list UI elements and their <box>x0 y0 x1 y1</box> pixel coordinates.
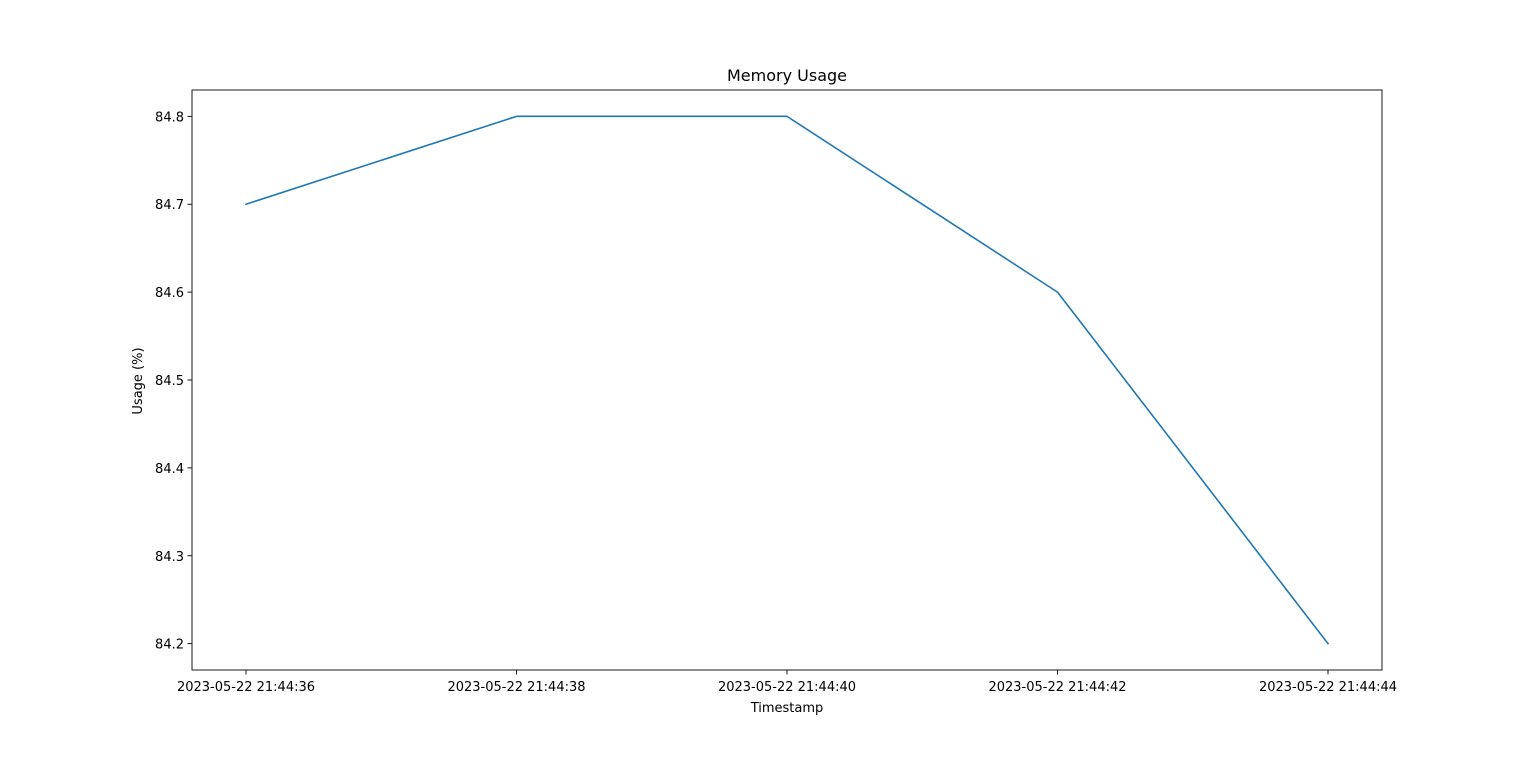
y-tick-label-5: 84.7 <box>155 198 184 213</box>
x-axis-label: Timestamp <box>750 701 824 716</box>
x-tick-label-1: 2023-05-22 21:44:38 <box>447 680 585 695</box>
x-tick-label-2: 2023-05-22 21:44:40 <box>718 680 856 695</box>
y-axis-label: Usage (%) <box>131 347 146 414</box>
x-tick-label-0: 2023-05-22 21:44:36 <box>177 680 315 695</box>
y-tick-label-0: 84.2 <box>155 638 184 653</box>
chart-title: Memory Usage <box>727 66 847 85</box>
y-tick-label-1: 84.3 <box>155 550 184 565</box>
x-tick-label-3: 2023-05-22 21:44:42 <box>988 680 1126 695</box>
y-tick-label-3: 84.5 <box>155 374 184 389</box>
y-tick-label-2: 84.4 <box>155 462 184 477</box>
x-tick-label-4: 2023-05-22 21:44:44 <box>1259 680 1397 695</box>
y-tick-label-4: 84.6 <box>155 286 184 301</box>
y-tick-label-6: 84.8 <box>155 110 184 125</box>
